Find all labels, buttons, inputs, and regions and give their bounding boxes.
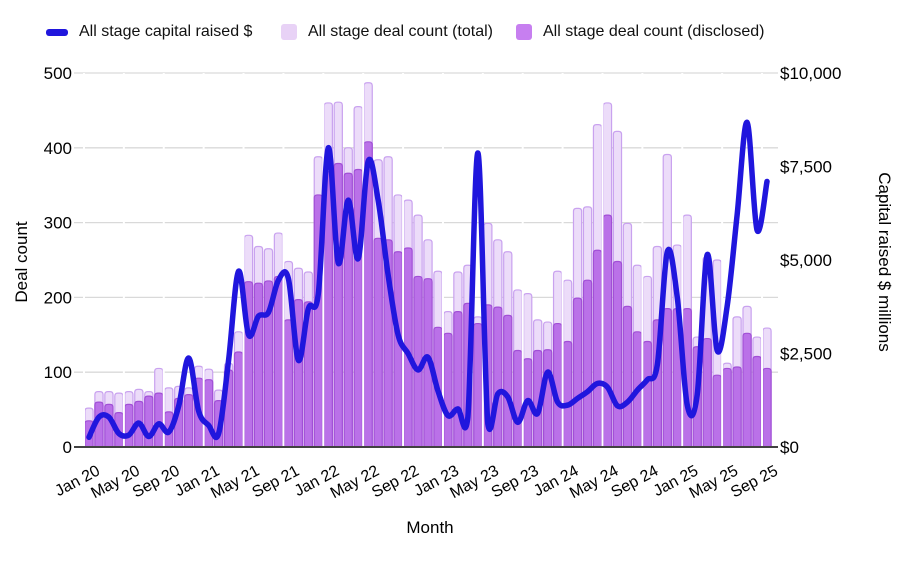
bar-disclosed-sep-24[interactable] <box>642 340 653 448</box>
y-axis-right-tick-label: $7,500 <box>780 158 832 177</box>
legend-label: All stage deal count (disclosed) <box>543 23 765 40</box>
capital-raised-line[interactable] <box>86 119 770 441</box>
bar-disclosed-jan-23[interactable] <box>443 332 453 448</box>
bar-disclosed-jun-21[interactable] <box>253 282 264 448</box>
right-axis-title: Capital raised $ millions <box>875 172 894 352</box>
bar-disclosed-oct-22[interactable] <box>413 275 423 448</box>
bar-disclosed-feb-24[interactable] <box>572 297 583 448</box>
bar-disclosed-oct-23[interactable] <box>532 349 543 448</box>
deal-count-total-swatch <box>281 24 297 40</box>
bar-disclosed-mar-24[interactable] <box>582 279 593 448</box>
bar-disclosed-apr-24[interactable] <box>592 249 603 448</box>
bar-disclosed-mar-22[interactable] <box>343 172 353 448</box>
bar-disclosed-may-25[interactable] <box>722 367 732 448</box>
bar-disclosed-jan-21[interactable] <box>203 379 214 448</box>
legend-item-deal-count-total[interactable]: All stage deal count (total) <box>281 20 493 44</box>
legend-item-deal-count-disclosed[interactable]: All stage deal count (disclosed) <box>516 20 764 44</box>
y-axis-right-tick-label: $10,000 <box>780 64 841 83</box>
bar-disclosed-apr-21[interactable] <box>233 351 244 448</box>
y-axis-right-tick-label: $0 <box>780 438 799 457</box>
legend-label: All stage capital raised $ <box>79 23 253 40</box>
y-axis-left-tick-label: 400 <box>44 139 72 158</box>
bar-disclosed-jun-22[interactable] <box>373 237 383 448</box>
bar-disclosed-apr-25[interactable] <box>712 374 722 448</box>
legend-item-capital-raised[interactable]: All stage capital raised $ <box>46 20 252 44</box>
bar-disclosed-jun-24[interactable] <box>612 260 623 448</box>
bar-disclosed-jul-20[interactable] <box>144 395 154 448</box>
legend-label: All stage deal count (total) <box>308 23 493 40</box>
bar-disclosed-jul-24[interactable] <box>622 305 633 448</box>
y-axis-left-tick-label: 200 <box>44 288 72 307</box>
bar-disclosed-jul-23[interactable] <box>503 314 513 448</box>
bar-disclosed-nov-20[interactable] <box>184 394 194 448</box>
bar-disclosed-aug-23[interactable] <box>513 349 523 448</box>
y-axis-left-tick-label: 0 <box>63 438 72 457</box>
bar-disclosed-may-22[interactable] <box>363 141 373 448</box>
bar-disclosed-jul-25[interactable] <box>742 332 752 448</box>
bar-disclosed-sep-21[interactable] <box>283 319 294 448</box>
y-axis-left-tick-label: 100 <box>44 363 72 382</box>
capital-raised-line-swatch <box>46 28 68 36</box>
y-axis-left-tick-label: 500 <box>44 64 72 83</box>
deal-count-disclosed-swatch <box>516 24 532 40</box>
bar-disclosed-mar-25[interactable] <box>702 337 712 448</box>
bar-disclosed-aug-21[interactable] <box>273 275 284 448</box>
bar-disclosed-aug-20[interactable] <box>154 392 164 448</box>
bar-disclosed-aug-25[interactable] <box>752 355 762 448</box>
bar-disclosed-apr-23[interactable] <box>473 322 483 448</box>
bar-disclosed-feb-23[interactable] <box>453 311 463 448</box>
bar-disclosed-may-24[interactable] <box>602 214 613 448</box>
bar-disclosed-sep-22[interactable] <box>403 247 413 448</box>
y-axis-right-tick-label: $2,500 <box>780 345 832 364</box>
bar-disclosed-jul-21[interactable] <box>263 280 274 448</box>
left-axis-title: Deal count <box>12 221 31 303</box>
y-axis-right-tick-label: $5,000 <box>780 251 832 270</box>
bar-disclosed-jun-25[interactable] <box>732 366 742 448</box>
bar-disclosed-nov-23[interactable] <box>542 349 553 448</box>
bar-disclosed-jan-24[interactable] <box>562 340 573 448</box>
bar-disclosed-nov-24[interactable] <box>662 308 672 448</box>
x-axis-title: Month <box>406 518 454 537</box>
bar-disclosed-may-20[interactable] <box>124 403 134 448</box>
y-axis-left-tick-label: 300 <box>44 214 72 233</box>
bar-disclosed-sep-25[interactable] <box>762 367 772 448</box>
bar-disclosed-aug-22[interactable] <box>393 251 403 448</box>
bar-disclosed-jun-23[interactable] <box>493 306 503 448</box>
